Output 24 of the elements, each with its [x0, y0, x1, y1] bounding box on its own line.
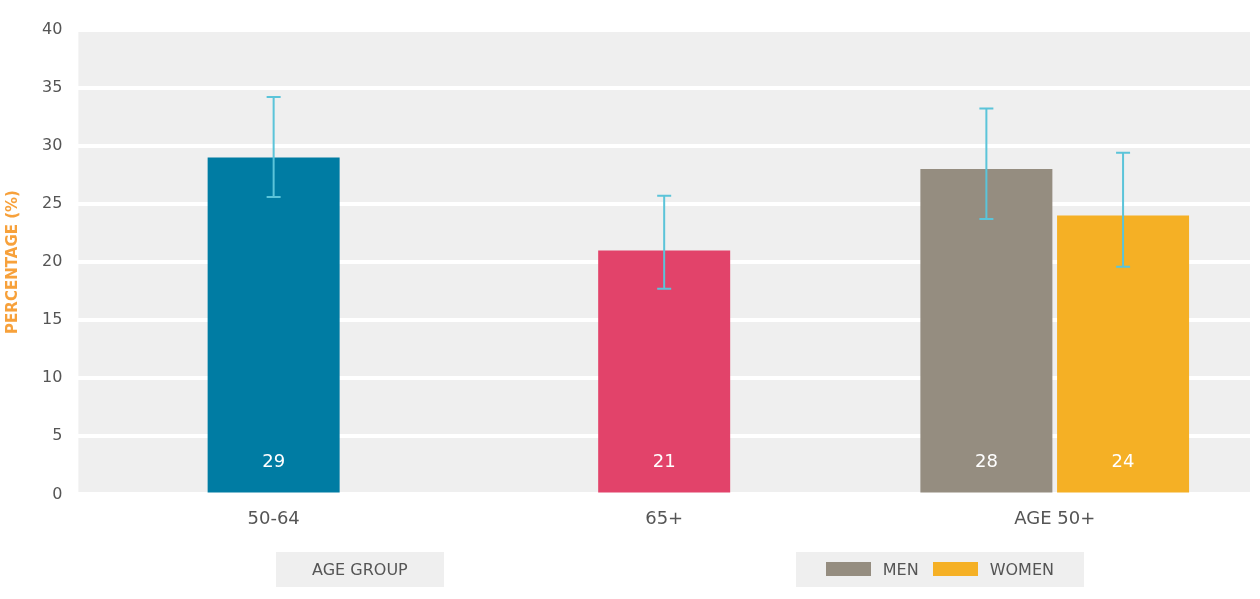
data-label: 24: [1111, 450, 1135, 472]
data-label: 29: [262, 450, 286, 472]
legend-label: WOMEN: [989, 559, 1054, 579]
y-tick-label: 25: [42, 193, 63, 213]
y-axis-title: PERCENTAGE (%): [2, 190, 21, 334]
y-tick-label: 35: [42, 76, 63, 96]
y-tick-label: 30: [42, 134, 63, 154]
x-axis-title: AGE GROUP: [276, 551, 444, 587]
y-tick-label: 5: [52, 425, 63, 445]
x-tick-label: 65+: [645, 506, 684, 528]
y-tick-label: 40: [42, 18, 63, 38]
bar: [598, 250, 731, 493]
x-tick-label: AGE 50+: [1014, 506, 1096, 528]
bar: [1057, 215, 1190, 493]
y-tick-label: 20: [42, 251, 63, 271]
data-label: 21: [652, 450, 676, 472]
data-label: 28: [974, 450, 998, 472]
bar: [920, 169, 1053, 493]
bar: [207, 157, 340, 493]
y-tick-label: 15: [42, 309, 63, 329]
y-tick-label: 0: [52, 483, 63, 503]
legend-label: MEN: [882, 559, 919, 579]
x-tick-label: 50-64: [247, 506, 300, 528]
y-tick-label: 10: [42, 367, 63, 387]
